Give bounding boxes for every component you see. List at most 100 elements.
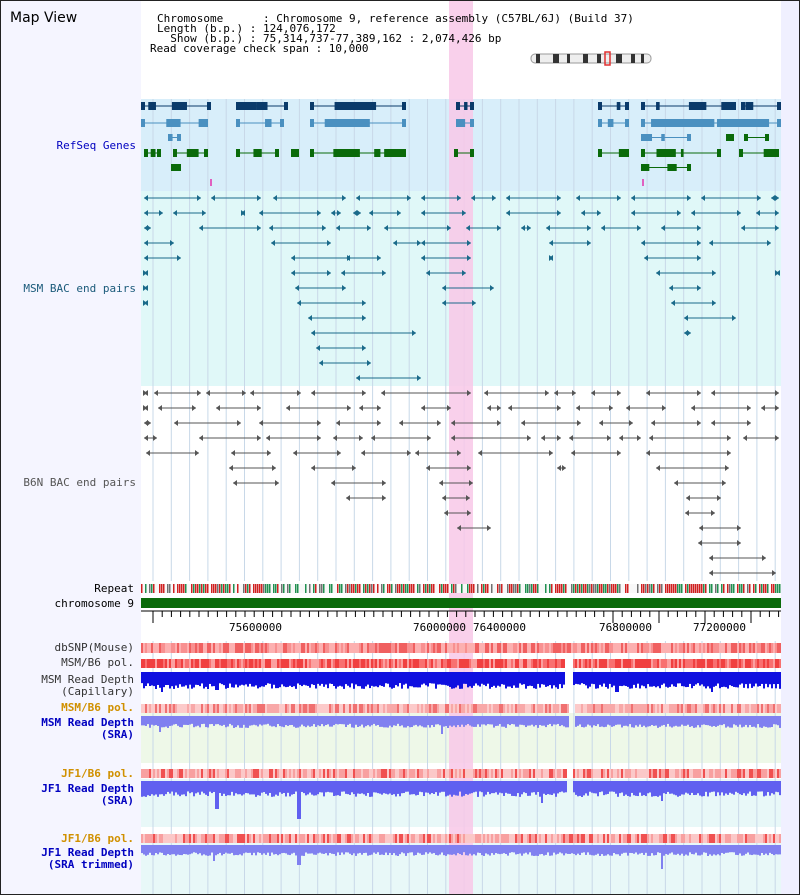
jf1-sra-depth-bar: [409, 781, 411, 795]
msm-pol-cell: [235, 659, 237, 668]
msm-pol2-cell: [419, 704, 421, 713]
jf1-pol-cell: [767, 769, 769, 778]
msm-pol-cell: [165, 659, 167, 668]
msm-capillary-depth-bar: [725, 672, 727, 688]
msm-pol-cell: [671, 659, 673, 668]
msm-pol2-cell: [693, 704, 695, 713]
jf1-pol-cell: [671, 769, 673, 778]
msm-capillary-depth-bar: [751, 672, 753, 688]
jf1-pol-cell: [701, 769, 703, 778]
gene-exon: [732, 102, 736, 110]
jf1-b6-pol-label-1[interactable]: JF1/B6 pol.: [61, 767, 134, 780]
msm-sra-depth-bar: [741, 716, 743, 728]
msm-sra-depth-bar: [169, 716, 171, 726]
jf1-trim-depth-bar: [505, 845, 507, 855]
msm-sra-depth-bar: [645, 716, 647, 728]
jf1-pol-cell: [149, 769, 151, 778]
jf1-trim-depth-bar: [469, 845, 471, 854]
refseq-genes-label[interactable]: RefSeq Genes: [56, 139, 136, 152]
jf1-pol2-cell: [745, 834, 747, 843]
jf1-sra-depth-bar: [413, 781, 415, 795]
dbsnp-label[interactable]: dbSNP(Mouse): [54, 641, 134, 654]
jf1-pol2-cell: [361, 834, 363, 843]
jf1-trim-depth-bar: [361, 845, 363, 855]
msm-pol2-cell: [719, 704, 721, 713]
msm-bac-label[interactable]: MSM BAC end pairs: [23, 282, 136, 295]
b6n-bac-end: [275, 480, 279, 486]
jf1-sra-depth-bar: [673, 781, 675, 795]
repeat-element: [213, 584, 215, 593]
msm-pol2-cell: [673, 704, 675, 713]
msm-pol2-cell: [343, 704, 345, 713]
jf1-sra-depth-bar: [345, 781, 347, 794]
jf1-sra-depth-bar: [391, 781, 393, 795]
msm-bac-end: [241, 210, 245, 216]
jf1-b6-pol-label-2[interactable]: JF1/B6 pol.: [61, 832, 134, 845]
msm-bac-end: [712, 270, 716, 276]
jf1-sra-depth-bar: [723, 781, 725, 796]
jf1-pol-cell: [189, 769, 191, 778]
jf1-read-depth-trimmed-label-1[interactable]: JF1 Read Depth: [41, 846, 134, 859]
jf1-sra-depth-bar: [379, 781, 381, 794]
msm-pol-cell: [275, 659, 277, 668]
jf1-read-depth-sra-label-1[interactable]: JF1 Read Depth: [41, 782, 134, 795]
msm-capillary-depth-bar: [199, 672, 201, 687]
jf1-trim-depth-bar: [771, 845, 773, 855]
jf1-sra-depth-bar: [663, 781, 665, 794]
b6n-bac-end: [362, 390, 366, 396]
msm-capillary-depth-bar: [771, 672, 773, 689]
repeat-element: [193, 584, 195, 593]
msm-sra-depth-bar: [731, 716, 733, 728]
jf1-pol-cell: [775, 769, 777, 778]
dbsnp-cell: [435, 643, 437, 653]
jf1-pol2-cell: [639, 834, 641, 843]
msm-sra-depth-bar: [321, 716, 323, 725]
msm-bac-end: [637, 225, 641, 231]
msm-pol2-cell: [607, 704, 609, 713]
msm-capillary-depth-bar: [635, 672, 637, 688]
jf1-sra-depth-bar: [191, 781, 193, 793]
repeat-element: [233, 584, 235, 593]
msm-bac-end: [691, 210, 695, 216]
repeat-element: [315, 584, 317, 593]
msm-pol-cell: [609, 659, 611, 668]
jf1-pol-cell: [621, 769, 623, 778]
jf1-pol2-cell: [675, 834, 677, 843]
msm-sra-depth-bar: [429, 716, 431, 728]
msm-sra-depth-bar: [371, 716, 373, 726]
jf1-trim-depth-bar: [417, 845, 419, 853]
msm-read-depth-sra-label-1[interactable]: MSM Read Depth: [41, 716, 134, 729]
jf1-sra-depth-bar: [577, 781, 579, 797]
msm-pol-cell: [169, 659, 171, 668]
msm-pol2-cell: [197, 704, 199, 713]
b6n-bac-end: [206, 390, 210, 396]
msm-bac-end: [144, 240, 148, 246]
dbsnp-cell: [709, 643, 711, 653]
msm-read-depth-capillary-label-1[interactable]: MSM Read Depth: [41, 673, 134, 686]
jf1-trim-depth-bar: [227, 845, 229, 854]
msm-b6-pol-label[interactable]: MSM/B6 pol.: [61, 656, 134, 669]
dbsnp-cell: [395, 643, 397, 653]
b6n-bac-label[interactable]: B6N BAC end pairs: [23, 476, 136, 489]
jf1-pol-cell: [557, 769, 559, 778]
jf1-sra-depth-bar: [405, 781, 407, 792]
msm-capillary-depth-bar: [531, 672, 533, 687]
jf1-sra-depth-bar: [181, 781, 183, 795]
msm-bac-end: [641, 240, 645, 246]
jf1-trim-depth-bar: [581, 845, 583, 853]
msm-b6-pol-label-2[interactable]: MSM/B6 pol.: [61, 701, 134, 714]
jf1-pol2-cell: [775, 834, 777, 843]
msm-pol2-cell: [627, 704, 629, 713]
msm-sra-depth-bar: [697, 716, 699, 726]
msm-pol-cell: [573, 659, 575, 668]
jf1-sra-depth-bar: [711, 781, 713, 792]
msm-sra-depth-bar: [721, 716, 723, 726]
jf1-sra-depth-bar: [479, 781, 481, 792]
msm-capillary-depth-bar: [449, 672, 451, 687]
msm-sra-depth-bar: [743, 716, 745, 727]
jf1-sra-depth-bar: [347, 781, 349, 795]
gene-exon: [256, 102, 268, 110]
repeat-element: [401, 584, 403, 593]
msm-pol2-cell: [579, 704, 581, 713]
jf1-pol2-cell: [709, 834, 711, 843]
